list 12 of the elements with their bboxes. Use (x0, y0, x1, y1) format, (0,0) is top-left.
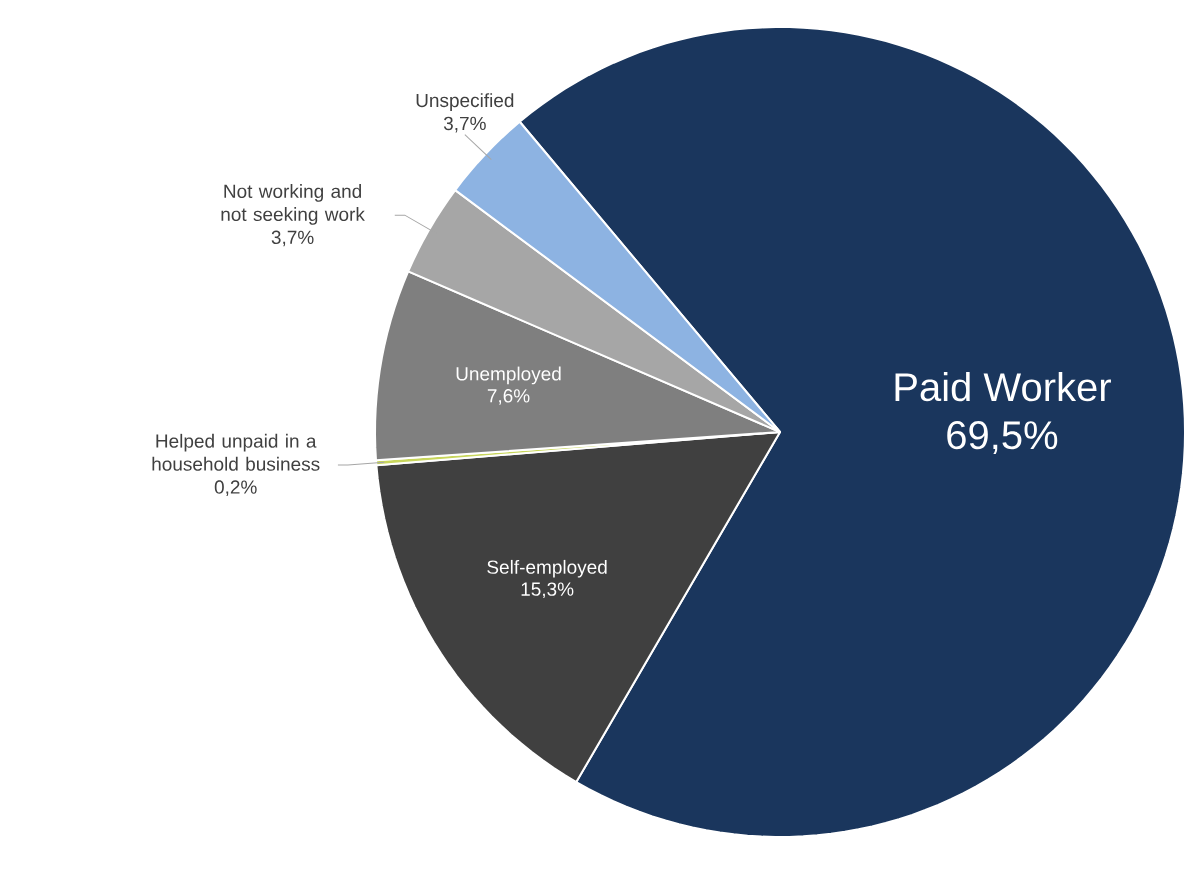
slice-label: Self-employed (487, 559, 607, 578)
data-label: 3,7% (271, 230, 314, 247)
data-label: 0,2% (214, 480, 257, 497)
data-label: 69,5% (947, 420, 1058, 455)
slice-label: Unspecified (416, 93, 514, 111)
slice-label: Not working and not seeking work (221, 184, 365, 225)
data-label: 3,7% (443, 116, 486, 133)
slice-label: Helped unpaid in a household business (152, 433, 320, 471)
data-label: 15,3% (521, 582, 574, 599)
slice-label: Paid Worker (895, 371, 1111, 402)
data-label: 7,6% (487, 389, 530, 405)
slice-label: Unemployed (456, 366, 561, 385)
